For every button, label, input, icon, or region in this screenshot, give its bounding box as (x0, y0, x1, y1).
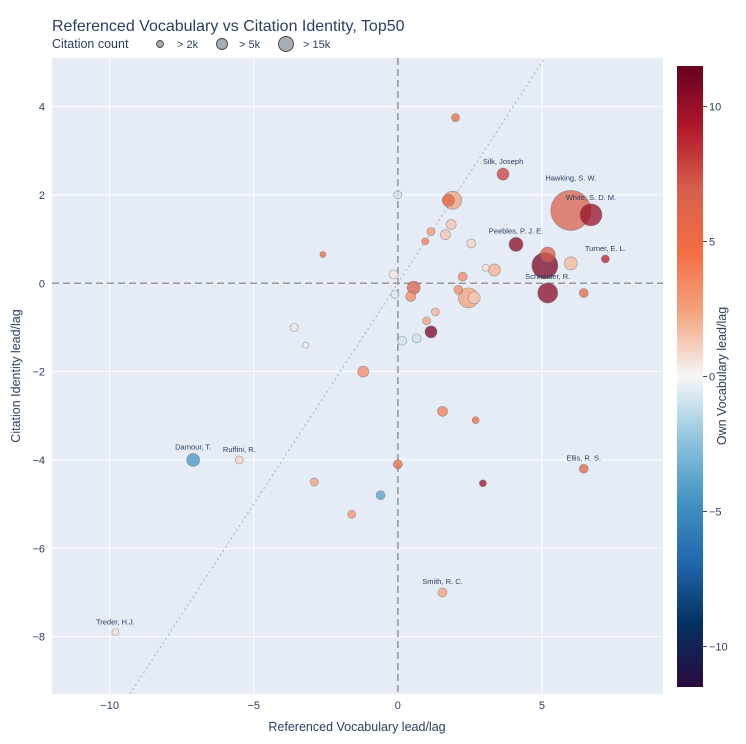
x-axis-title: Referenced Vocabulary lead/lag (268, 720, 445, 734)
diagonal-reference-line (129, 58, 546, 694)
legend-label: > 2k (177, 39, 199, 51)
scatter-point (539, 246, 556, 263)
y-axis-title: Citation Identity lead/lag (9, 309, 23, 442)
colorbar-tick-label: −5 (709, 507, 722, 519)
scatter-point (451, 113, 460, 122)
scatter-point (421, 237, 430, 246)
plot-area (52, 58, 663, 694)
scatter-point (457, 271, 468, 282)
scatter-point (601, 254, 610, 264)
chart-title: Referenced Vocabulary vs Citation Identi… (52, 18, 405, 35)
scatter-point (411, 333, 422, 344)
scatter-point (424, 325, 438, 339)
x-tick-label: −10 (100, 700, 119, 712)
y-tick-label: −8 (32, 632, 45, 644)
scatter-point (437, 405, 448, 417)
scatter-point (445, 219, 457, 230)
x-tick-label: −5 (247, 700, 260, 712)
scatter-point (393, 190, 403, 200)
scatter-point (453, 285, 464, 295)
legend-marker (216, 38, 228, 50)
colorbar-tick-label: 5 (709, 237, 715, 249)
scatter-point (111, 628, 120, 637)
y-tick-label: 4 (39, 102, 45, 114)
y-axis-ticks: −8 −6 −4 −2 0 2 4 (32, 102, 45, 644)
data-points (111, 113, 610, 637)
scatter-point (488, 263, 501, 277)
point-label: Silk, Joseph (483, 157, 523, 166)
colorbar: −10 −5 0 5 10 Own Vocabulary lead/lag (677, 66, 729, 687)
point-label: Smith, R. C. (422, 577, 462, 586)
legend-label: > 15k (303, 39, 331, 51)
point-labels: White, S. D. M. Schneider, R. Peebles, P. … (96, 157, 626, 627)
scatter-point (234, 455, 244, 465)
scatter-point (357, 365, 370, 378)
y-tick-label: −4 (32, 455, 45, 467)
point-label: Peebles, P. J. E. (489, 226, 543, 235)
point-label: Treder, H.J. (96, 618, 135, 627)
point-label: Turner, E. L. (585, 244, 626, 253)
scatter-point (440, 229, 451, 241)
colorbar-tick-label: 0 (709, 372, 715, 384)
scatter-point (578, 288, 589, 298)
scatter-point (289, 323, 299, 332)
point-label: Damour, T. (175, 442, 211, 451)
grid-lines (52, 58, 663, 694)
legend-marker (278, 36, 294, 52)
scatter-point (508, 237, 524, 252)
scatter-point (466, 238, 477, 249)
scatter-point (347, 509, 357, 519)
colorbar-tick-label: 10 (709, 102, 721, 114)
scatter-point (422, 316, 432, 326)
point-label: Ellis, R. S. (566, 453, 601, 462)
scatter-point (479, 479, 487, 488)
scatter-point (481, 263, 490, 272)
scatter-point (319, 251, 327, 258)
reference-lines (52, 58, 663, 694)
legend-title: Citation count (52, 37, 129, 51)
colorbar-gradient (677, 66, 703, 687)
scatter-point (390, 289, 400, 299)
scatter-point (426, 227, 436, 236)
y-tick-label: 2 (39, 190, 45, 202)
scatter-point (309, 477, 319, 487)
y-tick-label: −6 (32, 543, 45, 555)
scatter-point (302, 341, 309, 349)
scatter-point (437, 587, 448, 598)
scatter-point (375, 490, 386, 501)
scatter-point (430, 307, 440, 317)
scatter-point (388, 269, 399, 280)
y-tick-label: −2 (32, 367, 45, 379)
scatter-point (537, 282, 559, 304)
y-tick-label: 0 (39, 278, 45, 290)
scatter-point (563, 256, 578, 271)
point-label: Hawking, S. W. (545, 173, 596, 182)
x-tick-label: 5 (539, 700, 545, 712)
colorbar-tick-label: −10 (709, 642, 728, 654)
x-axis-ticks: −10 −5 0 5 (100, 700, 545, 712)
scatter-point (186, 453, 201, 467)
scatter-point (405, 291, 417, 302)
legend: Citation count > 2k > 5k > 15k (52, 36, 331, 52)
x-tick-label: 0 (395, 700, 401, 712)
point-label: Ruffini, R. (223, 445, 256, 454)
point-label: White, S. D. M. (566, 193, 616, 202)
scatter-point (441, 193, 455, 207)
scatter-point (397, 335, 408, 346)
scatter-point (467, 291, 481, 305)
scatter-point (471, 416, 480, 425)
legend-marker (156, 40, 164, 48)
scatter-point (496, 167, 510, 181)
colorbar-title: Own Vocabulary lead/lag (715, 307, 729, 445)
scatter-point (579, 203, 603, 227)
point-label: Schneider, R. (525, 272, 570, 281)
scatter-point (392, 459, 403, 470)
legend-label: > 5k (239, 39, 261, 51)
scatter-point (578, 463, 589, 474)
